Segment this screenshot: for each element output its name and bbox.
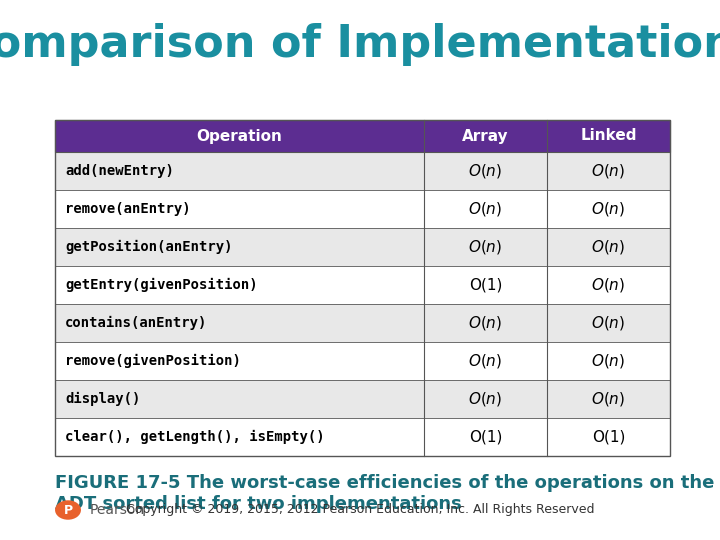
Text: Comparison of Implementations: Comparison of Implementations [0, 24, 720, 66]
Text: O(1): O(1) [469, 429, 502, 444]
Text: $O(n)$: $O(n)$ [591, 390, 626, 408]
Text: FIGURE 17-5 The worst-case efficiencies of the operations on the
ADT sorted list: FIGURE 17-5 The worst-case efficiencies … [55, 474, 714, 513]
Text: $O(n)$: $O(n)$ [469, 390, 503, 408]
Text: $O(n)$: $O(n)$ [469, 162, 503, 180]
Text: $O(n)$: $O(n)$ [591, 162, 626, 180]
Text: Array: Array [462, 129, 509, 144]
Text: getPosition(anEntry): getPosition(anEntry) [65, 240, 233, 254]
Text: add(newEntry): add(newEntry) [65, 164, 174, 178]
Text: $O(n)$: $O(n)$ [469, 352, 503, 370]
Text: Pearson: Pearson [90, 503, 145, 517]
Text: P: P [63, 503, 73, 516]
Text: Linked: Linked [580, 129, 636, 144]
Text: display(): display() [65, 392, 140, 406]
Text: remove(givenPosition): remove(givenPosition) [65, 354, 241, 368]
Text: $O(n)$: $O(n)$ [591, 238, 626, 256]
Text: Copyright © 2019, 2015, 2012 Pearson Education, Inc. All Rights Reserved: Copyright © 2019, 2015, 2012 Pearson Edu… [126, 503, 594, 516]
Text: getEntry(givenPosition): getEntry(givenPosition) [65, 278, 258, 292]
Text: $O(n)$: $O(n)$ [591, 276, 626, 294]
Text: $O(n)$: $O(n)$ [469, 200, 503, 218]
Text: O(1): O(1) [592, 429, 625, 444]
Text: contains(anEntry): contains(anEntry) [65, 316, 207, 330]
Text: Operation: Operation [197, 129, 282, 144]
Text: remove(anEntry): remove(anEntry) [65, 202, 191, 216]
Text: clear(), getLength(), isEmpty(): clear(), getLength(), isEmpty() [65, 430, 325, 444]
Text: O(1): O(1) [469, 278, 502, 293]
Text: $O(n)$: $O(n)$ [591, 314, 626, 332]
Text: $O(n)$: $O(n)$ [591, 200, 626, 218]
Text: $O(n)$: $O(n)$ [469, 238, 503, 256]
Text: $O(n)$: $O(n)$ [469, 314, 503, 332]
Text: $O(n)$: $O(n)$ [591, 352, 626, 370]
